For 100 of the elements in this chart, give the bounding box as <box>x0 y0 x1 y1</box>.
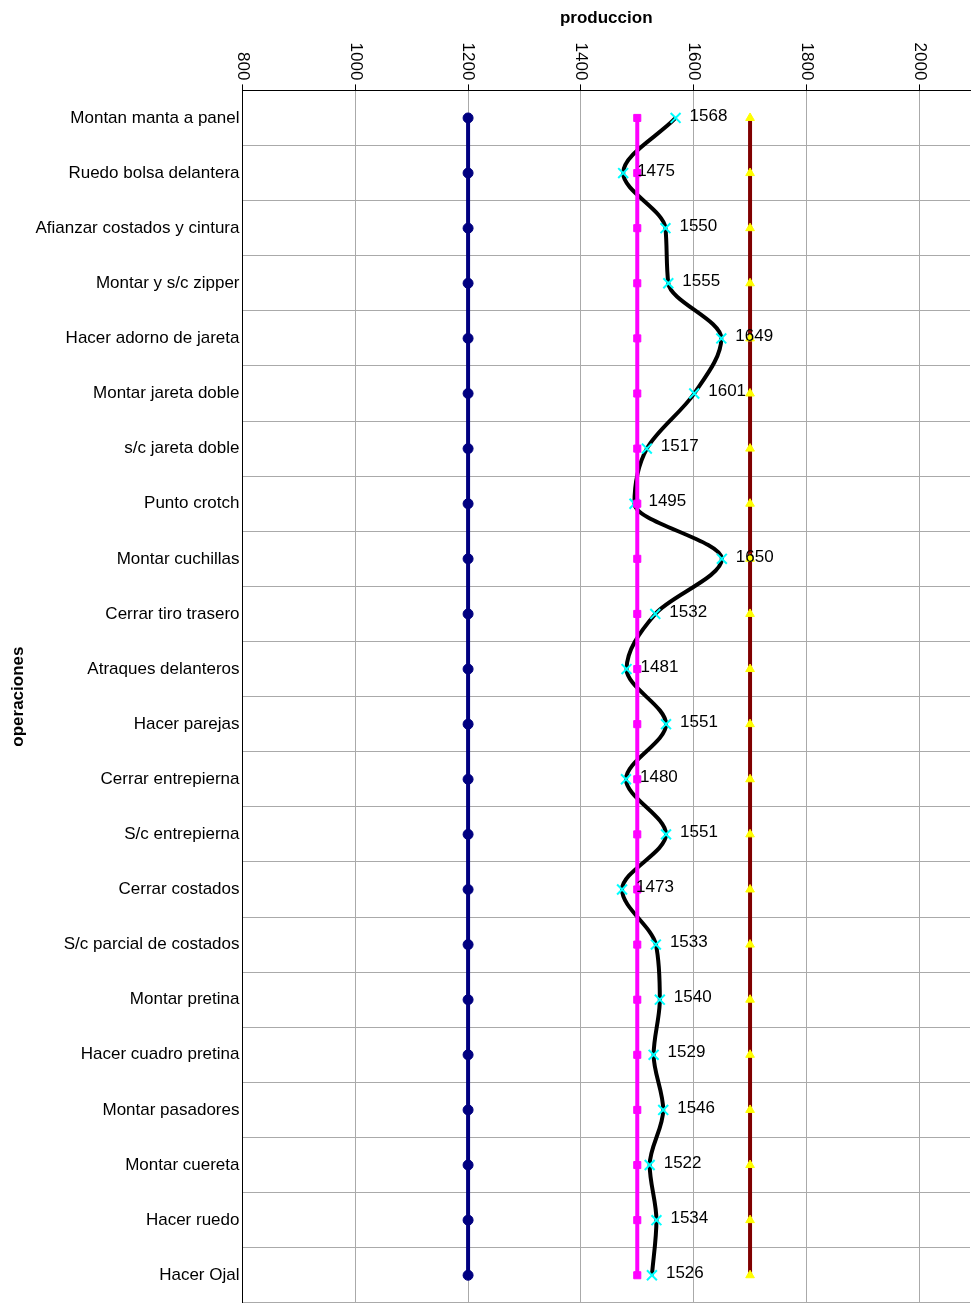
point <box>462 663 474 675</box>
point <box>745 773 755 783</box>
y-axis-title: operaciones <box>7 646 27 747</box>
y-tick-label: Montar y s/c zipper <box>95 272 240 292</box>
point <box>462 883 474 895</box>
point <box>633 224 642 233</box>
y-tick-label: Hacer Ojal <box>159 1264 240 1284</box>
x-tick-label: 1000 <box>346 42 366 81</box>
data-label: 1601 <box>708 381 747 401</box>
point <box>462 222 474 234</box>
data-label: 1540 <box>673 987 712 1007</box>
data-label: 1495 <box>648 491 687 511</box>
point <box>745 608 755 617</box>
point <box>462 443 474 455</box>
point <box>462 718 474 730</box>
point <box>633 279 642 288</box>
data-label: 1550 <box>679 215 718 235</box>
point <box>649 938 662 951</box>
point <box>462 277 474 289</box>
point <box>633 665 642 674</box>
point <box>617 167 630 180</box>
point <box>745 718 755 728</box>
data-label: 1526 <box>665 1262 704 1282</box>
point <box>659 222 672 235</box>
point <box>715 552 728 565</box>
x-tick-label: 1800 <box>797 42 817 81</box>
y-tick-label: Montar pasadores <box>102 1099 240 1119</box>
data-label: 1533 <box>669 932 708 952</box>
point <box>462 1214 474 1226</box>
y-tick-label: Ruedo bolsa delantera <box>68 162 241 182</box>
point <box>745 1104 755 1113</box>
point <box>745 663 755 673</box>
point <box>633 1105 642 1114</box>
point <box>633 940 642 949</box>
y-tick-label: Hacer adorno de jareta <box>65 328 241 348</box>
point <box>462 388 474 399</box>
point <box>462 1104 474 1116</box>
y-tick-label: Cerrar entrepierna <box>100 768 241 788</box>
point <box>745 939 755 948</box>
data-label: 1522 <box>663 1152 702 1172</box>
y-tick-label: Hacer ruedo <box>145 1209 240 1229</box>
data-label: 1546 <box>677 1097 716 1117</box>
point <box>657 1103 670 1116</box>
point <box>616 883 628 896</box>
point <box>633 1216 642 1225</box>
point <box>633 1050 642 1059</box>
point <box>462 994 474 1006</box>
point <box>633 554 642 563</box>
point <box>633 995 642 1004</box>
point <box>745 1159 755 1169</box>
point <box>633 775 642 784</box>
point <box>462 112 474 124</box>
point <box>643 1159 656 1171</box>
point <box>462 939 474 951</box>
point <box>745 277 755 287</box>
point <box>745 222 755 232</box>
data-label: 1555 <box>682 270 721 290</box>
point <box>633 720 642 729</box>
y-tick-label: Afianzar costados y cintura <box>35 217 241 237</box>
point <box>645 1269 658 1282</box>
point <box>745 1049 755 1058</box>
y-tick-label: s/c jareta doble <box>124 438 240 458</box>
point <box>669 112 682 124</box>
point <box>633 609 642 618</box>
point <box>462 773 474 785</box>
data-label: 1551 <box>680 711 718 731</box>
data-label: 1568 <box>689 105 728 125</box>
point <box>620 663 633 675</box>
x-tick-label: 1200 <box>459 42 479 81</box>
point <box>633 389 642 398</box>
data-label: 1532 <box>669 601 708 621</box>
point <box>715 332 728 345</box>
point <box>640 442 653 455</box>
point <box>462 1269 474 1281</box>
y-tick-label: Montar cuereta <box>125 1154 241 1174</box>
y-tick-label: Cerrar costados <box>118 879 240 899</box>
point <box>660 718 672 731</box>
point <box>688 387 701 400</box>
point <box>647 1048 660 1061</box>
point <box>745 443 755 452</box>
y-tick-label: Punto crotch <box>144 493 240 513</box>
y-tick-label: S/c entrepierna <box>124 824 241 844</box>
point <box>745 1269 755 1279</box>
point <box>633 1160 642 1170</box>
data-label: 1481 <box>640 656 679 676</box>
point <box>633 499 642 508</box>
point <box>745 498 755 507</box>
point <box>745 994 755 1003</box>
point <box>620 773 632 786</box>
y-tick-label: Atraques delanteros <box>87 658 240 678</box>
y-tick-label: Hacer parejas <box>133 713 240 733</box>
point <box>462 828 474 840</box>
data-label: 1480 <box>639 766 678 786</box>
y-tick-label: S/c parcial de costados <box>63 934 240 954</box>
point <box>745 828 755 838</box>
data-label: 1517 <box>660 436 699 456</box>
point <box>633 113 642 122</box>
y-tick-label: Cerrar tiro trasero <box>105 603 240 623</box>
point <box>745 1214 755 1224</box>
data-label: 1551 <box>680 822 718 842</box>
